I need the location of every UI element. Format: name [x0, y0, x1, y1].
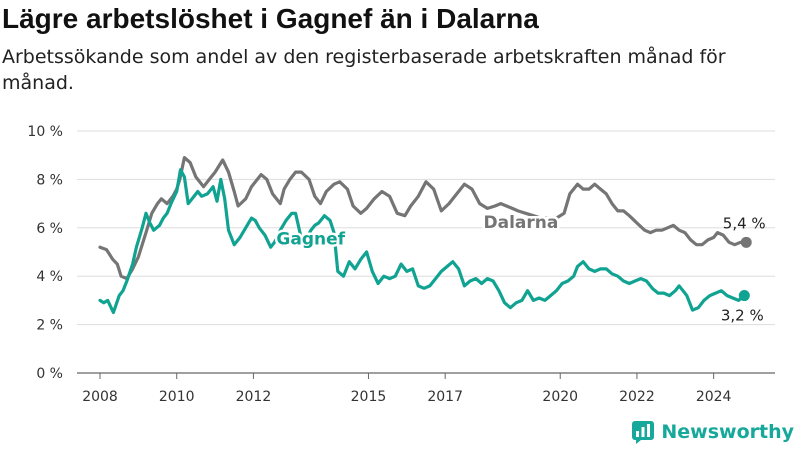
brand-logo: Newsworthy	[631, 420, 794, 444]
chart-title: Lägre arbetslöshet i Gagnef än i Dalarna	[2, 3, 539, 34]
x-tick-label: 2022	[619, 389, 655, 405]
grid-lines	[77, 130, 775, 374]
y-tick-label: 8 %	[36, 172, 63, 188]
y-tick-label: 2 %	[36, 318, 63, 334]
x-axis: 2008 2010 2012 2015 2017 2020 2022 2024	[82, 373, 732, 405]
x-tick-label: 2012	[236, 389, 272, 405]
y-tick-label: 10 %	[27, 124, 63, 140]
x-tick-label: 2008	[82, 389, 118, 405]
y-tick-label: 4 %	[36, 269, 63, 285]
newsworthy-logo-icon	[632, 421, 655, 444]
x-tick-label: 2010	[159, 389, 195, 405]
x-tick-label: 2017	[427, 389, 463, 405]
end-point-gagnef	[738, 290, 750, 302]
series-label-gagnef: Gagnef	[276, 230, 345, 250]
series-label-dalarna: Dalarna	[484, 213, 559, 233]
y-tick-label: 0 %	[36, 366, 63, 382]
chart-subtitle: Arbetssökande som andel av den registerb…	[2, 46, 726, 94]
end-value-label-dalarna: 5,4 %	[723, 214, 766, 232]
series-line-gagnef	[98, 168, 746, 315]
x-tick-label: 2020	[542, 389, 578, 405]
brand-name: Newsworthy	[661, 421, 794, 443]
x-tick-label: 2024	[696, 389, 732, 405]
y-axis-labels: 0 % 2 % 4 % 6 % 8 % 10 %	[27, 124, 63, 382]
series-line-dalarna	[98, 156, 748, 281]
annotations: Dalarna 5,4 % Gagnef 3,2 %	[274, 210, 766, 325]
y-tick-label: 6 %	[36, 221, 63, 237]
x-tick-label: 2015	[351, 389, 387, 405]
end-value-label-gagnef: 3,2 %	[721, 307, 764, 325]
series-lines	[98, 156, 752, 315]
end-point-dalarna	[740, 236, 752, 248]
